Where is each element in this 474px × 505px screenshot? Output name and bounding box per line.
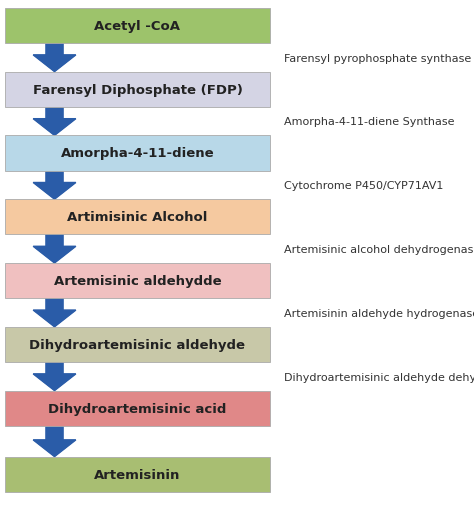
Text: Amorpha-4-11-diene: Amorpha-4-11-diene (61, 147, 214, 160)
Text: Artemisinin aldehyde hydrogenase: Artemisinin aldehyde hydrogenase (284, 308, 474, 318)
Text: Farensyl pyrophosphate synthase: Farensyl pyrophosphate synthase (284, 54, 472, 64)
Polygon shape (33, 235, 76, 264)
Bar (5, 72, 270, 108)
Text: Artemisinic aldehydde: Artemisinic aldehydde (54, 275, 221, 287)
Bar (5, 9, 270, 44)
Text: Dihydroartemisinic aldehyde: Dihydroartemisinic aldehyde (29, 338, 246, 351)
Text: Amorpha-4-11-diene Synthase: Amorpha-4-11-diene Synthase (284, 117, 455, 127)
Polygon shape (33, 108, 76, 136)
Text: Artemisinin: Artemisinin (94, 468, 181, 481)
Bar (5, 200, 270, 235)
Bar (5, 457, 270, 492)
Text: Cytochrome P450/CYP71AV1: Cytochrome P450/CYP71AV1 (284, 181, 444, 191)
Text: Acetyl -CoA: Acetyl -CoA (94, 20, 181, 33)
Bar (5, 264, 270, 298)
Polygon shape (33, 44, 76, 72)
Text: Dihydroartemisinic aldehyde dehydrogenase: Dihydroartemisinic aldehyde dehydrogenas… (284, 372, 474, 382)
Text: Farensyl Diphosphate (FDP): Farensyl Diphosphate (FDP) (33, 83, 242, 96)
Polygon shape (33, 298, 76, 327)
Bar (5, 327, 270, 362)
Bar (5, 136, 270, 171)
Text: Dihydroartemisinic acid: Dihydroartemisinic acid (48, 402, 227, 415)
Text: Artemisinic alcohol dehydrogenase: Artemisinic alcohol dehydrogenase (284, 244, 474, 255)
Bar (5, 391, 270, 426)
Polygon shape (33, 362, 76, 391)
Polygon shape (33, 171, 76, 200)
Text: Artimisinic Alcohol: Artimisinic Alcohol (67, 211, 208, 224)
Polygon shape (33, 426, 76, 457)
